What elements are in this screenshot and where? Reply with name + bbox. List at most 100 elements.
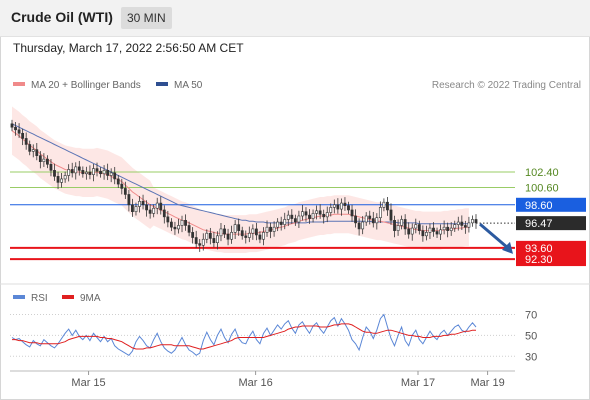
candle-body [155,202,159,209]
candle-body [279,221,283,225]
candle-body [467,222,471,228]
rsi-tick-label: 50 [525,330,537,342]
candle-body [364,215,368,223]
candle-body [152,207,156,214]
candle-body [325,212,329,218]
x-tick-label: Mar 15 [71,377,105,389]
candle-body [60,178,63,183]
candle-body [378,207,382,219]
candle-body [169,221,173,228]
candle-body [332,204,336,208]
candle-body [456,221,460,225]
candle-body [439,229,442,235]
candle-body [262,232,265,240]
forecast-arrow-shaft [479,223,510,251]
candle-body [70,169,74,174]
candle-body [329,207,333,213]
candle-body [84,171,88,175]
last-price-label: 96.47 [525,218,553,230]
candle-body [145,204,148,211]
candle-body [205,232,209,240]
candle-body [21,132,25,139]
candle-body [77,166,81,171]
candle-body [191,232,195,238]
candle-body [177,225,180,230]
legend-ma9-label: 9MA [80,293,101,304]
legend-rsi-label: RSI [31,293,48,304]
candle-body [396,225,400,231]
candle-body [297,215,301,223]
candle-body [24,138,28,145]
candle-body [410,227,414,235]
candle-body [357,222,361,230]
candle-body [336,204,340,210]
candle-body [382,201,386,208]
legend-ma9: 9MA [62,293,101,304]
candle-body [417,224,421,231]
candle-body [219,228,223,237]
header-bar: Crude Oil (WTI) 30 MIN [0,0,590,37]
candle-body [67,169,71,176]
forecast-arrow-head [502,241,513,254]
level-label-93.60: 93.60 [525,243,553,255]
candle-body [159,202,163,211]
legend-rsi-swatch [13,295,25,300]
candle-body [38,155,42,163]
candle-body [81,170,85,175]
candle-body [42,158,46,163]
candle-body [343,202,347,206]
candle-body [361,221,365,230]
candle-body [311,213,315,219]
candle-body [293,218,297,223]
candle-body [56,176,60,183]
candle-body [315,210,319,214]
rsi-tick-label: 70 [525,309,537,321]
candle-body [340,202,343,210]
candle-body [120,183,124,189]
candle-body [421,230,425,237]
candle-body [180,219,184,226]
candle-body [354,215,357,224]
candle-body [269,226,272,232]
candle-body [407,228,411,235]
level-box-98.60 [516,197,586,212]
legend-ma20-swatch [13,82,25,87]
candle-body [442,226,446,231]
candle-body [272,226,276,232]
candle-body [301,211,304,217]
candle-body [375,217,379,224]
candle-body [131,204,134,212]
candle-body [258,234,262,240]
candle-body [134,206,138,212]
rsi-line [11,313,477,356]
candle-body [106,170,110,176]
candle-body [233,224,237,233]
candle-body [393,219,396,231]
x-tick-label: Mar 17 [401,377,435,389]
candle-body [471,219,474,224]
candle-body [74,166,78,174]
candle-body [389,209,393,221]
timeframe-badge[interactable]: 30 MIN [121,7,172,29]
candle-body [28,144,32,152]
candle-body [400,219,404,226]
candle-body [276,221,280,228]
level-box-93.60 [516,240,586,255]
ma20-line [11,130,469,235]
candle-body [123,188,127,195]
x-tick-label: Mar 16 [238,377,272,389]
legend-ma20: MA 20 + Bollinger Bands [13,80,141,91]
candle-body [237,224,241,231]
candle-body [88,171,92,175]
candle-body [184,219,187,226]
candle-body [371,218,375,224]
candle-body [216,235,219,244]
candle-body [109,172,113,176]
candle-body [247,232,251,238]
candle-body [350,209,354,217]
candle-body [223,228,226,235]
candle-body [230,232,234,240]
candle-body [99,170,102,175]
bollinger-band [12,106,469,254]
